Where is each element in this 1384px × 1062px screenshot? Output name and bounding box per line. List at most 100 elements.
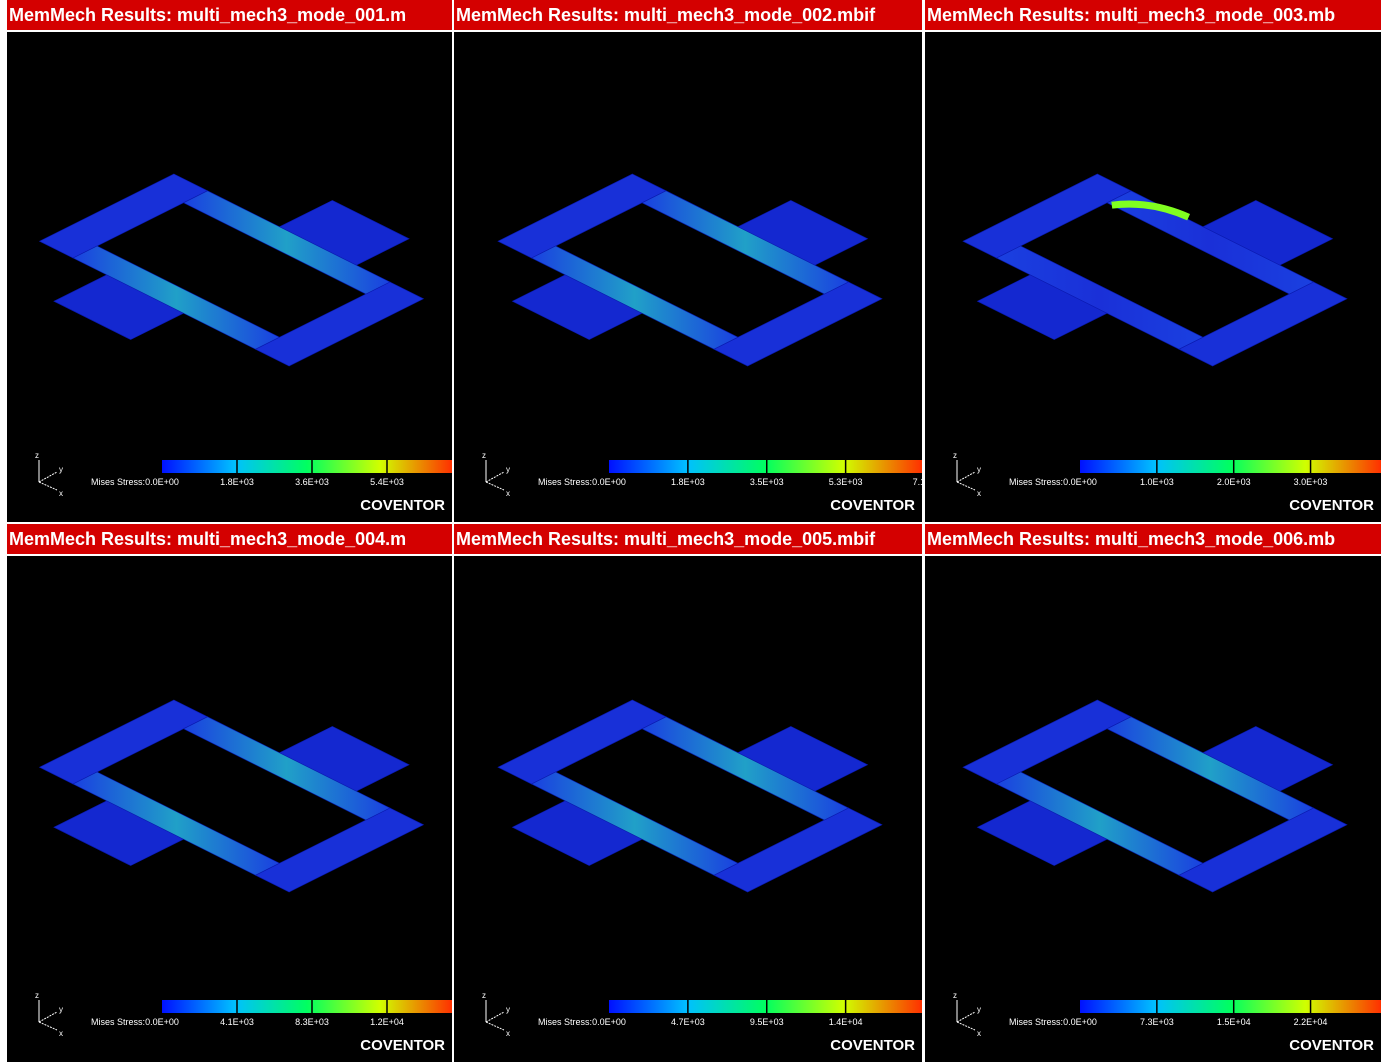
colorbar-tick-label: 0.0E+00 (592, 477, 626, 487)
colorbar-tick-label: 0.0E+00 (1063, 1017, 1097, 1027)
axis-label: x (506, 489, 510, 498)
viewport: 0.0E+00 1.8E+03 3.6E+03 5.4E+03 Mises Stress… (7, 32, 452, 522)
frame-bar (498, 174, 666, 258)
colorbar (162, 1000, 452, 1013)
colorbar-tick-label: 9.5E+03 (750, 1017, 784, 1027)
axis-label: z (35, 451, 39, 460)
colorbar-tick-label: 5.4E+03 (370, 477, 404, 487)
brand: COVENTOR (830, 1037, 915, 1054)
axis-label: z (482, 991, 486, 1000)
frame-bar (714, 808, 882, 892)
colorbar-tick-label: 1.0E+03 (1140, 477, 1174, 487)
axis-line (957, 1022, 975, 1030)
panel-title: MemMech Results: multi_mech3_mode_004.m (7, 524, 452, 556)
legend-label: Mises Stress: (91, 1017, 145, 1027)
colorbar-tick-label: 3.0E+03 (1294, 477, 1328, 487)
frame-bar (256, 282, 424, 366)
viewport: 0.0E+00 1.8E+03 3.5E+03 5.3E+03 7.1E+ Mises S… (454, 32, 922, 522)
axis-line (957, 482, 975, 490)
brand: COVENTOR (360, 1037, 445, 1054)
brand: COVENTOR (360, 497, 445, 514)
colorbar-tick-label: 0.0E+00 (1063, 477, 1097, 487)
colorbar-tick-label: 7.3E+03 (1140, 1017, 1174, 1027)
colorbar-tick-label: 1.5E+04 (1217, 1017, 1251, 1027)
axis-line (39, 472, 57, 482)
colorbar-tick-label: 1.2E+04 (370, 1017, 404, 1027)
axis-label: x (506, 1029, 510, 1038)
axis-label: x (977, 489, 981, 498)
axis-label: y (977, 465, 981, 474)
colorbar-tick-label: 2.2E+04 (1294, 1017, 1328, 1027)
axis-label: y (506, 1005, 510, 1014)
result-panel: MemMech Results: multi_mech3_mode_003.mb… (925, 0, 1381, 522)
colorbar-tick-label: 4.1E+03 (220, 1017, 254, 1027)
axis-line (486, 1022, 504, 1030)
axis-line (39, 1012, 57, 1022)
panel-title: MemMech Results: multi_mech3_mode_005.mb… (454, 524, 922, 556)
viewport: 0.0E+00 7.3E+03 1.5E+04 2.2E+04 Mises Stress… (925, 556, 1381, 1062)
axis-label: y (59, 1005, 63, 1014)
frame-bar (963, 174, 1131, 258)
legend-label: Mises Stress: (1009, 1017, 1063, 1027)
panel-title: MemMech Results: multi_mech3_mode_003.mb (925, 0, 1381, 32)
axis-label: z (953, 991, 957, 1000)
colorbar-tick-label: 4.7E+03 (671, 1017, 705, 1027)
colorbar-tick-label: 5.3E+03 (829, 477, 863, 487)
axis-label: x (59, 489, 63, 498)
legend-label: Mises Stress: (91, 477, 145, 487)
colorbar (1080, 460, 1381, 473)
axis-line (957, 472, 975, 482)
frame-bar (256, 808, 424, 892)
axis-label: x (977, 1029, 981, 1038)
axis-label: y (977, 1005, 981, 1014)
colorbar (162, 460, 452, 473)
colorbar-tick-label: 2.0E+03 (1217, 477, 1251, 487)
viewport: 0.0E+00 4.1E+03 8.3E+03 1.2E+04 Mises Stress… (7, 556, 452, 1062)
axis-label: z (953, 451, 957, 460)
colorbar-tick-label: 0.0E+00 (592, 1017, 626, 1027)
colorbar (609, 460, 922, 473)
legend-label: Mises Stress: (1009, 477, 1063, 487)
viewport: 0.0E+00 1.0E+03 2.0E+03 3.0E+03 Mises Stress… (925, 32, 1381, 522)
panel-title: MemMech Results: multi_mech3_mode_001.m (7, 0, 452, 32)
axis-line (486, 1012, 504, 1022)
axis-label: y (506, 465, 510, 474)
frame-bar (40, 700, 208, 784)
panel-title: MemMech Results: multi_mech3_mode_002.mb… (454, 0, 922, 32)
axis-label: z (482, 451, 486, 460)
frame-bar (963, 700, 1131, 784)
brand: COVENTOR (1289, 1037, 1374, 1054)
frame-bar (40, 174, 208, 258)
colorbar-tick-label: 1.8E+03 (671, 477, 705, 487)
result-panel: MemMech Results: multi_mech3_mode_006.mb… (925, 524, 1381, 1062)
colorbar-tick-label: 3.5E+03 (750, 477, 784, 487)
axis-label: y (59, 465, 63, 474)
brand: COVENTOR (1289, 497, 1374, 514)
colorbar-tick-label: 1.8E+03 (220, 477, 254, 487)
axis-line (39, 1022, 57, 1030)
result-panel: MemMech Results: multi_mech3_mode_002.mb… (454, 0, 922, 522)
viewport: 0.0E+00 4.7E+03 9.5E+03 1.4E+04 Mises Stress… (454, 556, 922, 1062)
colorbar-tick-label: 3.6E+03 (295, 477, 329, 487)
brand: COVENTOR (830, 497, 915, 514)
frame-bar (498, 700, 666, 784)
frame-bar (714, 282, 882, 366)
panel-title: MemMech Results: multi_mech3_mode_006.mb (925, 524, 1381, 556)
result-panel: MemMech Results: multi_mech3_mode_005.mb… (454, 524, 922, 1062)
axis-line (957, 1012, 975, 1022)
colorbar-tick-label: 0.0E+00 (145, 1017, 179, 1027)
axis-line (486, 482, 504, 490)
frame-bar (1179, 282, 1347, 366)
page: MemMech Results: multi_mech3_mode_001.m0… (0, 0, 1384, 1062)
axis-line (486, 472, 504, 482)
legend-label: Mises Stress: (538, 477, 592, 487)
colorbar-tick-label: 8.3E+03 (295, 1017, 329, 1027)
colorbar-tick-label: 0.0E+00 (145, 477, 179, 487)
frame-bar (1179, 808, 1347, 892)
colorbar-tick-label: 7.1E+ (913, 477, 922, 487)
axis-line (39, 482, 57, 490)
legend-label: Mises Stress: (538, 1017, 592, 1027)
colorbar-tick-label: 1.4E+04 (829, 1017, 863, 1027)
